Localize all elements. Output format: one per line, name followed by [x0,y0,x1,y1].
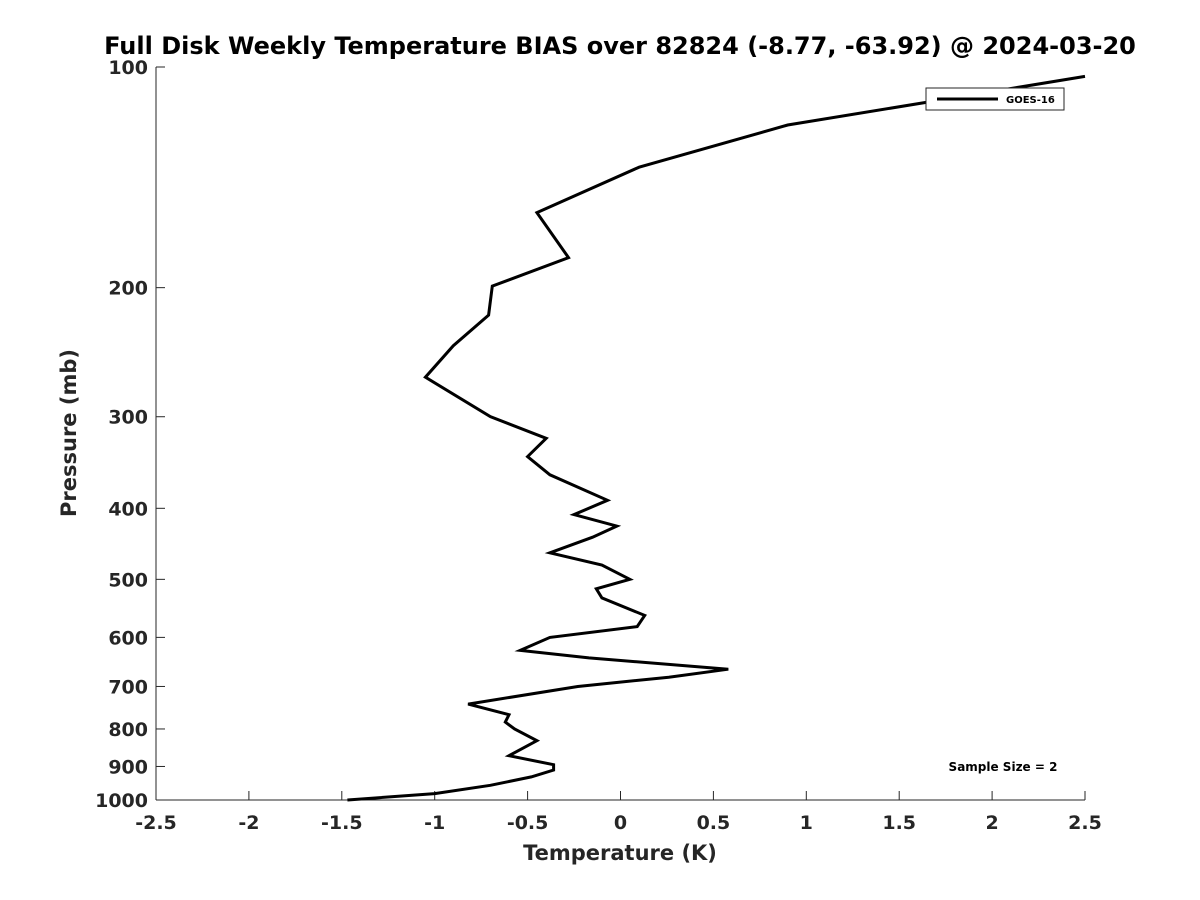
x-tick-label: 1.5 [882,812,916,834]
x-tick-label: -1.5 [321,812,363,834]
y-tick-label: 600 [108,627,148,649]
y-tick-label: 800 [108,719,148,741]
x-tick-label: -0.5 [507,812,549,834]
plot-background [156,67,1085,800]
y-tick-label: 500 [108,569,148,591]
y-tick-label: 200 [108,278,148,300]
y-tick-label: 1000 [95,790,148,812]
plot-area: -2.5 -2 -1.5 -1 -0.5 0 0.5 1 1.5 2 2.5 100 200 300 40… [95,57,1102,834]
x-tick-label: 0.5 [697,812,731,834]
y-axis-label: Pressure (mb) [57,349,81,517]
x-tick-label: 2 [985,812,998,834]
y-tick-label: 700 [108,676,148,698]
y-tick-label: 400 [108,498,148,520]
series-line-goes-16 [347,74,1086,802]
x-tick-label: -1 [424,812,445,834]
y-tick-label: 100 [108,57,148,79]
legend-label-goes-16: GOES-16 [1006,95,1055,106]
y-ticks: 100 200 300 400 500 600 700 800 900 1000 [95,57,165,812]
x-tick-label: 2.5 [1068,812,1102,834]
y-tick-label: 900 [108,756,148,778]
x-tick-label: -2 [238,812,259,834]
x-axis-label: Temperature (K) [523,841,717,865]
x-tick-label: 0 [614,812,627,834]
y-tick-label: 300 [108,407,148,429]
x-ticks: -2.5 -2 -1.5 -1 -0.5 0 0.5 1 1.5 2 2.5 [135,791,1102,834]
sample-size-annotation: Sample Size = 2 [949,760,1058,774]
chart-title: Full Disk Weekly Temperature BIAS over 8… [104,32,1136,60]
legend: GOES-16 [925,87,1065,111]
x-tick-label: -2.5 [135,812,177,834]
x-tick-label: 1 [800,812,813,834]
